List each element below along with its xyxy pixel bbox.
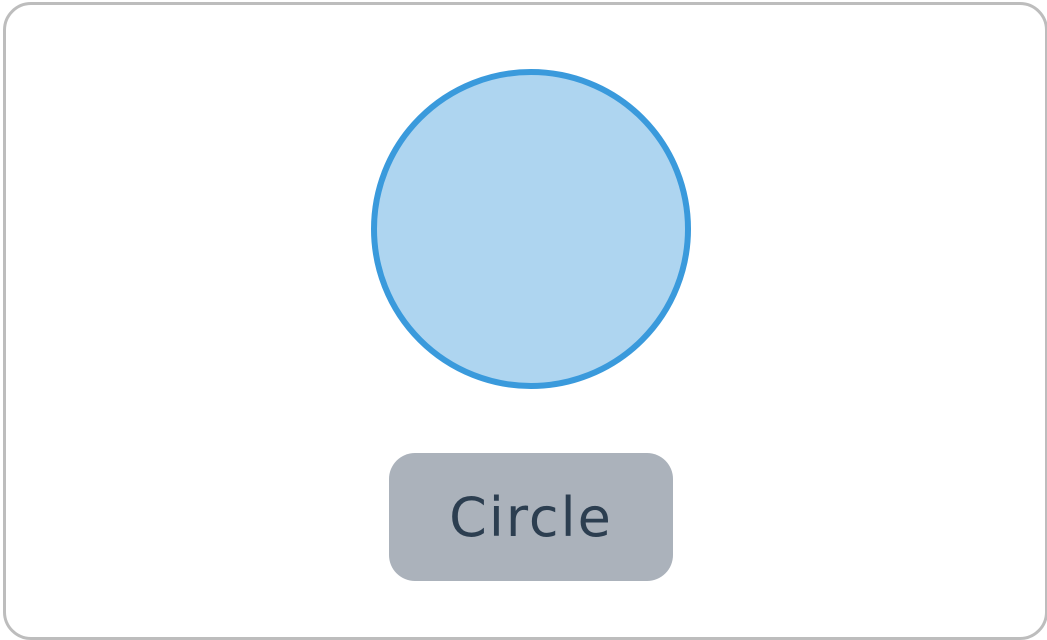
circle — [371, 69, 691, 389]
shape-label-button[interactable]: Circle — [389, 453, 673, 581]
shape-card: Circle — [3, 2, 1047, 640]
circle-shape — [371, 69, 691, 389]
shape-label-text: Circle — [449, 485, 613, 549]
